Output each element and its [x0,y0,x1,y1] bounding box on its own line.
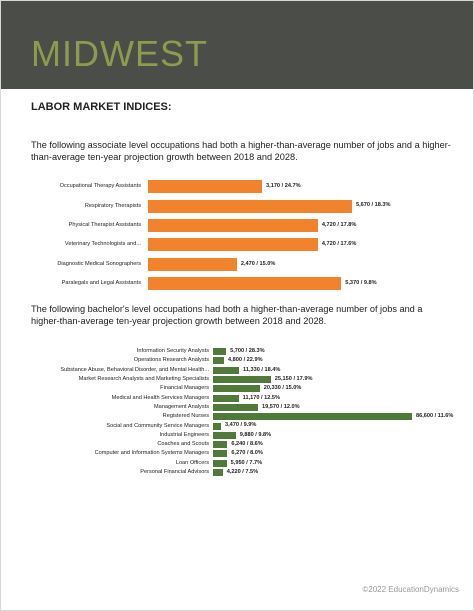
category-label: Management Analysts [153,403,209,410]
bar [213,348,227,356]
category-label: Occupational Therapy Assistants [59,183,141,190]
value-label: 5,670 / 18.3% [356,202,391,209]
value-label: 3,170 / 24.7% [266,183,301,189]
value-label: 11,330 / 18.4% [243,366,281,373]
value-label: 2,470 / 15.0% [240,260,276,267]
bar [213,357,225,365]
value-label: 4,800 / 22.9% [228,357,263,364]
bar-chart: Information Security Analysts 5,700 / 28.… [1,347,474,479]
value-label: 25,150 / 17.9% [274,375,313,382]
category-label: Respiratory Therapists [84,202,141,209]
bar [148,199,352,213]
region-title: MIDWEST [31,33,208,74]
bar [213,366,240,374]
bar [213,385,260,393]
bar [148,257,237,271]
value-label: 20,330 / 15.0% [263,385,302,392]
bar [148,180,263,194]
bar [213,459,227,467]
bar [213,403,258,411]
value-label: 4,220 / 7.5% [226,468,259,475]
category-label: Personal Financial Advisors [140,469,209,476]
category-label: Operations Research Analysts [133,357,209,364]
category-label: Coaches and Scouts [157,441,209,448]
value-label: 6,240 / 8.6% [231,441,263,447]
value-label: 86,600 / 11.6% [416,413,454,420]
bar [213,394,239,402]
value-label: 9,880 / 9.8% [239,431,272,438]
category-label: Market Research Analysts and Marketing S… [78,376,209,383]
category-label: Loan Officers [175,459,209,466]
bar [213,422,221,430]
value-label: 6,270 / 8.0% [231,450,263,457]
category-label: Social and Community Service Managers [106,422,209,429]
value-label: 4,720 / 17.8% [321,221,357,228]
bar [213,469,223,477]
value-label: 5,700 / 28.3% [230,348,265,354]
category-label: Registered Nurses [162,413,209,420]
category-label: Paralegals and Legal Assistants [61,280,141,287]
value-label: 4,720 / 17.6% [321,241,357,248]
bar [213,450,228,458]
value-label: 11,170 / 12.5% [242,394,280,401]
bar [213,431,236,439]
bar [213,441,228,449]
bar [213,413,412,421]
paragraph: The following bachelor's level occupatio… [31,304,423,326]
section-title: LABOR MARKET INDICES: [31,101,172,113]
category-label: Medical and Health Services Managers [111,394,209,401]
bar [148,219,318,232]
value-label: 5,950 / 7.7% [230,459,263,466]
paragraph: The following associate level occupation… [31,140,451,162]
value-label: 19,570 / 12.0% [261,403,300,410]
category-label: Veterinary Technologists and... [64,241,141,248]
bar [148,277,342,291]
value-label: 3,470 / 9.9% [224,422,257,429]
header-band: MIDWEST [1,1,473,89]
value-label: 5,370 / 9.8% [345,280,377,286]
bar-chart: Occupational Therapy Assistants 3,170 / 2… [1,177,474,297]
category-label: Industrial Engineers [159,431,209,438]
footer: ©2022 EducationDynamics [362,585,459,594]
category-label: Diagnostic Medical Sonographers [57,260,141,267]
category-label: Substance Abuse, Behavioral Disorder, an… [60,366,209,373]
bar [148,238,318,252]
category-label: Computer and Information Systems Manager… [94,450,209,457]
bar [213,376,271,384]
category-label: Financial Managers [160,385,209,392]
category-label: Physical Therapist Assistants [68,221,141,228]
category-label: Information Security Analysts [136,348,209,355]
